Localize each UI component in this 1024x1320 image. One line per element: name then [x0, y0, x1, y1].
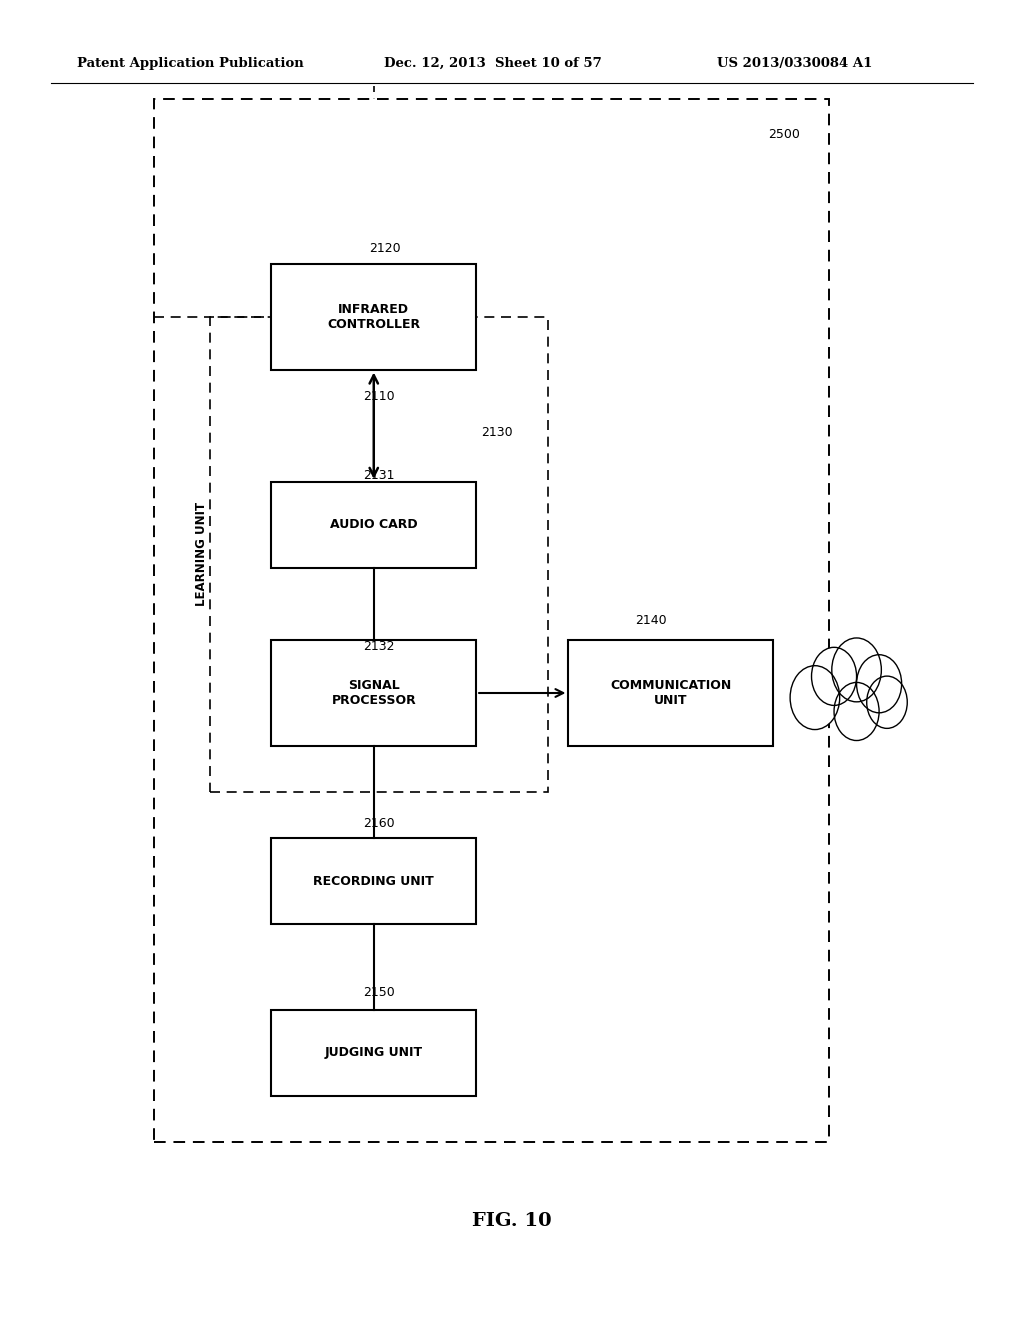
Circle shape: [812, 647, 857, 705]
Text: RECORDING UNIT: RECORDING UNIT: [313, 875, 434, 887]
Text: US 2013/0330084 A1: US 2013/0330084 A1: [717, 57, 872, 70]
Bar: [154, 99, 829, 1142]
Text: 2132: 2132: [364, 640, 395, 653]
Text: Patent Application Publication: Patent Application Publication: [77, 57, 303, 70]
Circle shape: [866, 676, 907, 729]
Bar: [271, 838, 476, 924]
Bar: [271, 1010, 476, 1096]
Text: COMMUNICATION
UNIT: COMMUNICATION UNIT: [610, 678, 731, 708]
Text: 2140: 2140: [635, 614, 667, 627]
Text: 2131: 2131: [364, 469, 395, 482]
Text: 2500: 2500: [768, 128, 800, 141]
Text: 2110: 2110: [364, 389, 395, 403]
Circle shape: [831, 638, 882, 702]
Bar: [210, 317, 548, 792]
Text: 2120: 2120: [369, 242, 400, 255]
Circle shape: [856, 655, 902, 713]
Text: AUDIO CARD: AUDIO CARD: [330, 519, 418, 531]
Bar: [271, 482, 476, 568]
Bar: [568, 640, 773, 746]
Bar: [271, 264, 476, 370]
Text: LEARNING UNIT: LEARNING UNIT: [196, 503, 208, 606]
Bar: [271, 640, 476, 746]
Text: 2130: 2130: [481, 426, 513, 440]
Text: 2160: 2160: [364, 817, 395, 830]
Text: SIGNAL
PROCESSOR: SIGNAL PROCESSOR: [332, 678, 416, 708]
Text: JUDGING UNIT: JUDGING UNIT: [325, 1047, 423, 1059]
Circle shape: [791, 665, 840, 730]
Text: Dec. 12, 2013  Sheet 10 of 57: Dec. 12, 2013 Sheet 10 of 57: [384, 57, 602, 70]
Text: 2150: 2150: [364, 986, 395, 999]
Text: INFRARED
CONTROLLER: INFRARED CONTROLLER: [328, 302, 420, 331]
Circle shape: [834, 682, 879, 741]
Text: FIG. 10: FIG. 10: [472, 1212, 552, 1230]
